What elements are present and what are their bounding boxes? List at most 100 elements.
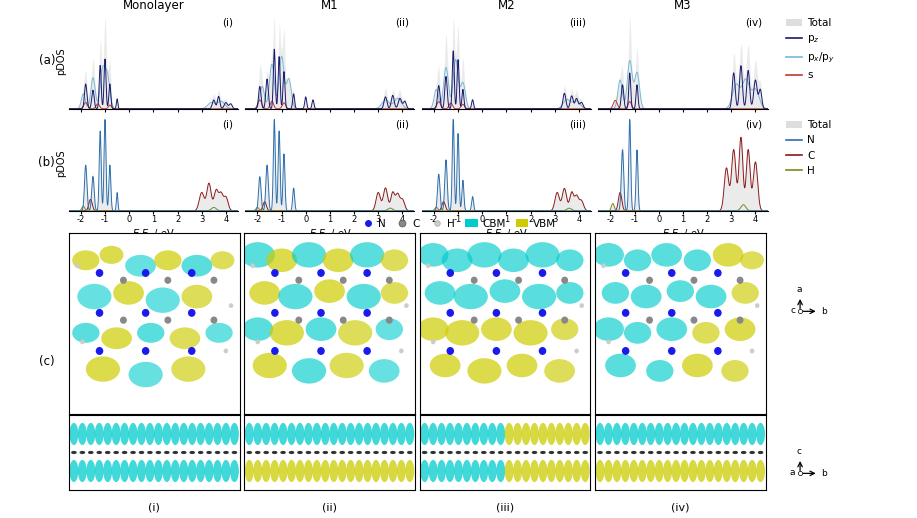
Ellipse shape (613, 460, 622, 482)
Circle shape (81, 340, 84, 344)
Circle shape (211, 277, 216, 283)
Ellipse shape (146, 423, 154, 445)
Ellipse shape (381, 282, 408, 304)
Circle shape (606, 452, 611, 453)
Ellipse shape (572, 460, 581, 482)
Circle shape (272, 452, 277, 453)
Circle shape (632, 452, 635, 453)
Circle shape (742, 452, 746, 453)
Ellipse shape (241, 242, 275, 268)
Ellipse shape (337, 460, 347, 482)
Ellipse shape (705, 460, 714, 482)
Ellipse shape (564, 460, 573, 482)
Ellipse shape (72, 323, 100, 343)
Ellipse shape (94, 460, 104, 482)
Circle shape (516, 317, 522, 323)
Text: (iv): (iv) (746, 18, 762, 28)
Ellipse shape (182, 255, 212, 277)
Circle shape (248, 452, 251, 453)
Ellipse shape (595, 423, 604, 445)
Ellipse shape (70, 460, 78, 482)
Ellipse shape (651, 243, 682, 267)
X-axis label: $E$-$E_\mathrm{f}$ / eV: $E$-$E_\mathrm{f}$ / eV (485, 227, 527, 240)
Circle shape (173, 452, 177, 453)
Circle shape (691, 317, 697, 323)
Ellipse shape (671, 460, 680, 482)
Ellipse shape (128, 423, 138, 445)
Ellipse shape (731, 460, 740, 482)
Ellipse shape (522, 284, 556, 309)
Ellipse shape (213, 460, 222, 482)
Circle shape (602, 264, 605, 268)
Ellipse shape (556, 460, 564, 482)
Circle shape (737, 277, 743, 283)
Ellipse shape (747, 460, 757, 482)
Legend: N, C, H, CBM, VBM: N, C, H, CBM, VBM (357, 214, 560, 233)
Circle shape (447, 270, 453, 276)
Text: a: a (797, 285, 802, 294)
Ellipse shape (504, 460, 514, 482)
Ellipse shape (363, 460, 372, 482)
Circle shape (539, 270, 546, 276)
Ellipse shape (253, 460, 262, 482)
Ellipse shape (94, 423, 104, 445)
Circle shape (96, 310, 103, 316)
Circle shape (123, 452, 127, 453)
Ellipse shape (112, 460, 121, 482)
Circle shape (624, 452, 627, 453)
Ellipse shape (313, 460, 321, 482)
Ellipse shape (705, 423, 714, 445)
Ellipse shape (564, 423, 573, 445)
Ellipse shape (369, 359, 400, 383)
Ellipse shape (580, 423, 590, 445)
Ellipse shape (757, 423, 765, 445)
Ellipse shape (722, 360, 748, 382)
Circle shape (357, 452, 361, 453)
Circle shape (296, 277, 302, 283)
Ellipse shape (604, 460, 613, 482)
Ellipse shape (602, 282, 629, 304)
Circle shape (750, 349, 754, 353)
Circle shape (714, 270, 721, 276)
Circle shape (734, 452, 737, 453)
Circle shape (190, 452, 194, 453)
Legend: Total, p$_z$, p$_x$/p$_y$, s: Total, p$_z$, p$_x$/p$_y$, s (787, 18, 835, 80)
Circle shape (431, 340, 436, 344)
Ellipse shape (428, 460, 437, 482)
Circle shape (674, 452, 679, 453)
Circle shape (750, 452, 754, 453)
Circle shape (182, 452, 186, 453)
Ellipse shape (480, 423, 488, 445)
Circle shape (562, 317, 568, 323)
Ellipse shape (162, 423, 171, 445)
Ellipse shape (211, 251, 235, 269)
Ellipse shape (313, 423, 321, 445)
Circle shape (224, 452, 228, 453)
Ellipse shape (381, 250, 408, 271)
Ellipse shape (112, 423, 121, 445)
Ellipse shape (261, 423, 271, 445)
Ellipse shape (689, 423, 698, 445)
Circle shape (271, 270, 278, 276)
Ellipse shape (663, 423, 672, 445)
Ellipse shape (514, 320, 547, 346)
Circle shape (324, 452, 327, 453)
Ellipse shape (86, 423, 95, 445)
Ellipse shape (78, 460, 87, 482)
Circle shape (539, 310, 546, 316)
Ellipse shape (613, 423, 622, 445)
Circle shape (318, 348, 324, 354)
Ellipse shape (350, 242, 384, 268)
Circle shape (399, 349, 403, 353)
Circle shape (315, 452, 319, 453)
Text: (c): (c) (39, 355, 55, 368)
Ellipse shape (323, 249, 353, 272)
Ellipse shape (380, 423, 389, 445)
Ellipse shape (154, 460, 163, 482)
Circle shape (199, 452, 203, 453)
Circle shape (96, 348, 103, 354)
Circle shape (465, 452, 469, 453)
Ellipse shape (498, 249, 529, 272)
Text: (iii): (iii) (569, 18, 586, 28)
Ellipse shape (405, 460, 414, 482)
